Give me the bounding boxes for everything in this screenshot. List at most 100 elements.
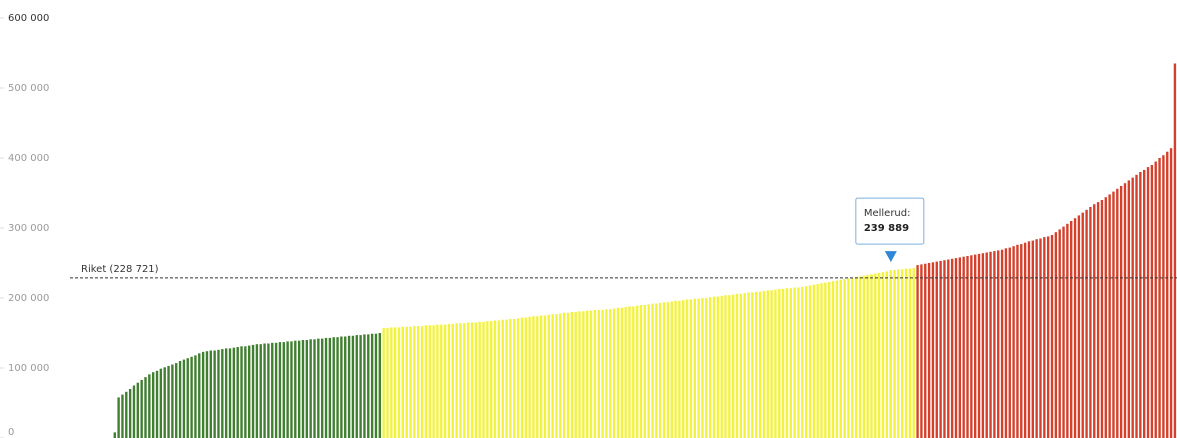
bar <box>1123 183 1127 438</box>
annotation-box <box>855 197 925 245</box>
bar <box>947 259 950 438</box>
bar <box>344 336 347 438</box>
bar <box>1058 229 1061 438</box>
bar <box>378 333 381 438</box>
bar <box>908 268 912 438</box>
bar <box>401 326 405 438</box>
bar <box>597 309 600 438</box>
bar <box>182 359 186 438</box>
bar <box>167 365 170 438</box>
bar <box>559 313 562 438</box>
bar <box>1016 244 1019 438</box>
bar <box>993 251 996 438</box>
bar <box>201 351 205 438</box>
bar <box>966 256 969 438</box>
bar <box>574 312 577 438</box>
bar <box>240 346 243 438</box>
y-tick-label: 200 000 <box>8 293 49 304</box>
bar <box>635 305 639 438</box>
bar <box>332 337 335 438</box>
bar <box>831 281 835 438</box>
bar <box>924 263 927 438</box>
bar <box>647 304 650 438</box>
bar <box>758 291 762 438</box>
annotation-pointer <box>884 251 897 263</box>
bar <box>148 374 151 438</box>
bar <box>351 335 355 438</box>
bar <box>159 368 163 438</box>
bar <box>954 258 958 438</box>
bar <box>390 327 393 438</box>
bar <box>697 298 700 438</box>
bar <box>128 389 132 438</box>
bar <box>516 318 520 438</box>
bar <box>228 348 232 438</box>
bar <box>897 269 900 438</box>
bar <box>931 262 935 438</box>
bar <box>651 303 654 438</box>
bar <box>643 305 647 438</box>
bar <box>1096 202 1100 438</box>
bar <box>920 264 923 438</box>
y-tick-label: 600 000 <box>8 13 49 24</box>
bar <box>543 315 547 438</box>
bar <box>447 323 451 438</box>
bar <box>804 286 808 438</box>
bar <box>562 312 566 438</box>
bar <box>1012 246 1015 438</box>
bar <box>659 302 662 438</box>
bar <box>340 336 343 438</box>
bar <box>935 261 938 438</box>
bar <box>440 324 443 438</box>
bar <box>1131 177 1134 438</box>
bar <box>1046 236 1050 438</box>
bar <box>612 308 616 438</box>
bar <box>221 349 224 438</box>
bar <box>835 280 839 438</box>
bar <box>255 344 259 438</box>
bar <box>213 350 216 438</box>
bar <box>1081 212 1084 438</box>
bar <box>774 289 777 438</box>
bar <box>324 337 328 438</box>
bar <box>259 344 262 438</box>
bar <box>532 316 535 438</box>
bar <box>628 306 631 438</box>
bar <box>328 337 332 438</box>
bar <box>862 275 865 438</box>
bar <box>916 265 919 438</box>
bar <box>198 353 201 438</box>
bar <box>497 320 501 438</box>
bar <box>520 317 524 438</box>
bar <box>1154 161 1157 438</box>
bar <box>178 361 182 438</box>
annotation-value: 239 889 <box>864 223 909 234</box>
bar <box>985 252 988 438</box>
bar <box>1112 191 1115 438</box>
bar <box>536 316 539 438</box>
bar <box>712 296 716 438</box>
y-axis: 0 100 000 200 000 300 000 400 000 500 000 600 … <box>0 13 49 438</box>
bar <box>793 287 796 438</box>
bar <box>224 348 228 438</box>
bar <box>1116 188 1119 438</box>
bar <box>566 312 570 438</box>
bar <box>1023 242 1027 438</box>
bar <box>413 326 416 438</box>
bar <box>801 286 804 438</box>
bar <box>582 311 585 438</box>
bar <box>451 323 454 438</box>
bar <box>755 291 758 438</box>
bar <box>155 370 159 438</box>
bar <box>466 322 470 438</box>
bar <box>382 328 385 438</box>
bar <box>336 337 339 438</box>
bar <box>820 283 823 438</box>
bar <box>417 326 420 438</box>
bar <box>962 256 965 438</box>
bar <box>1031 240 1034 438</box>
bar <box>724 295 727 438</box>
bar <box>682 300 685 438</box>
bar <box>854 277 858 438</box>
bar <box>305 340 309 438</box>
